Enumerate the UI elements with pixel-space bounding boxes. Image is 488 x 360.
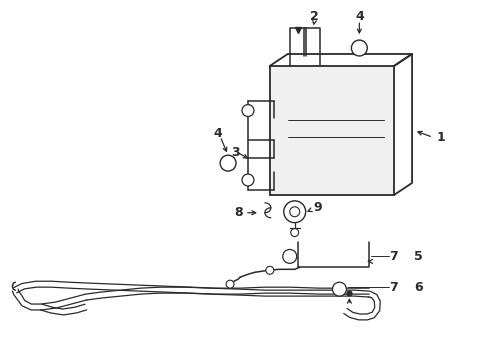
Circle shape [289,207,299,217]
Circle shape [265,266,273,274]
Text: 8: 8 [234,206,243,219]
Text: 4: 4 [354,10,363,23]
Circle shape [242,105,253,117]
Circle shape [290,229,298,237]
Text: 3: 3 [231,146,240,159]
Text: 1: 1 [436,131,445,144]
Text: 4: 4 [213,127,222,140]
Text: 6: 6 [413,281,422,294]
Text: 5: 5 [413,250,422,263]
Circle shape [220,155,236,171]
Text: 7: 7 [388,281,397,294]
Circle shape [283,201,305,223]
Circle shape [242,174,253,186]
Circle shape [351,40,366,56]
Bar [269,66,393,195]
Text: 9: 9 [313,201,322,214]
Circle shape [282,249,296,264]
Circle shape [225,280,234,288]
Circle shape [332,282,346,296]
Text: 2: 2 [309,10,318,23]
Text: 7: 7 [388,250,397,263]
